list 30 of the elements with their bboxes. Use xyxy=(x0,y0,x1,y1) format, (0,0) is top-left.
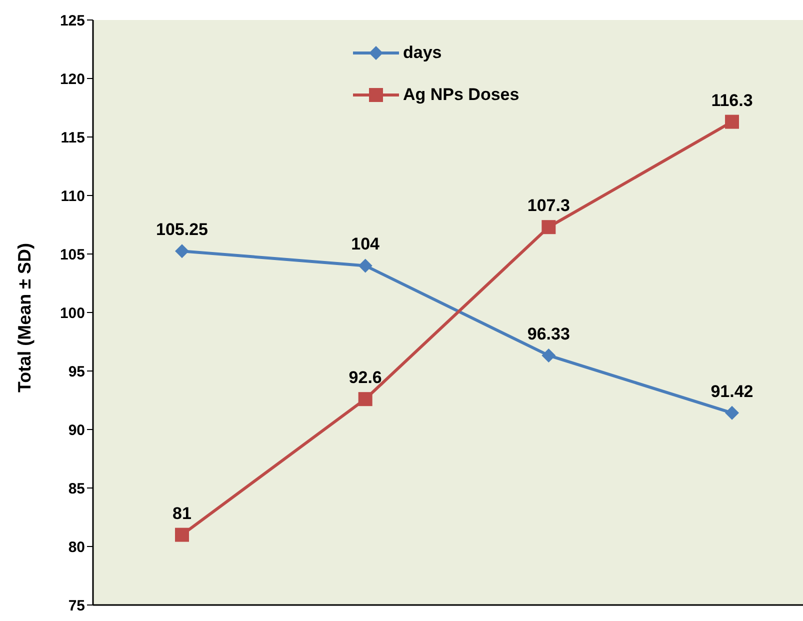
data-label: 107.3 xyxy=(527,196,570,216)
data-label: 91.42 xyxy=(710,382,754,401)
y-tick-label: 100 xyxy=(60,304,85,322)
data-label: 105.25 xyxy=(156,220,208,240)
y-axis-title: Total (Mean ± SD) xyxy=(14,242,34,392)
point xyxy=(542,220,556,234)
y-tick-label: 75 xyxy=(68,597,85,614)
point xyxy=(175,244,189,258)
data-label: 116.3 xyxy=(711,90,753,110)
data-label: 96.33 xyxy=(527,324,570,344)
data-label: 92.6 xyxy=(348,368,382,388)
point xyxy=(725,406,739,420)
point xyxy=(358,392,372,406)
data-label: 104 xyxy=(351,234,380,254)
data-label: 81 xyxy=(172,504,192,523)
point xyxy=(175,528,189,542)
y-tick-label: 110 xyxy=(60,188,85,205)
y-tick-label: 85 xyxy=(68,480,85,498)
point xyxy=(542,348,556,362)
y-tick-label: 120 xyxy=(60,70,85,88)
y-tick-label: 90 xyxy=(68,422,85,439)
y-tick-label: 125 xyxy=(60,12,85,30)
point xyxy=(358,258,372,273)
point xyxy=(725,114,739,129)
legend-label: days xyxy=(403,43,442,63)
y-tick-label: 115 xyxy=(60,129,85,146)
y-tick-label: 80 xyxy=(68,538,85,556)
y-tick-label: 95 xyxy=(68,363,85,380)
legend-label: Ag NPs Doses xyxy=(403,85,520,105)
y-tick-label: 105 xyxy=(60,246,85,264)
